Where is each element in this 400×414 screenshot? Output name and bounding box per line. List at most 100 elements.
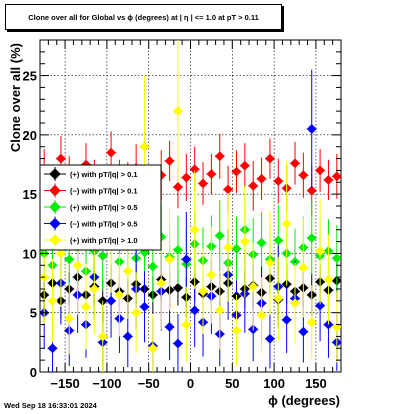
data-point <box>248 180 259 191</box>
data-point <box>315 165 326 176</box>
data-point <box>198 286 208 297</box>
y-tick-label: 20 <box>23 128 37 143</box>
x-tick-label: 100 <box>263 376 285 391</box>
x-tick-label: −150 <box>50 376 79 391</box>
data-point <box>239 160 250 171</box>
data-point <box>290 158 300 169</box>
data-point <box>306 233 317 243</box>
data-point <box>323 175 334 185</box>
data-point <box>173 338 183 349</box>
legend-label: (+) with pT/|q| > 1.0 <box>70 236 138 245</box>
data-point <box>223 242 234 253</box>
data-point <box>173 106 183 117</box>
data-point <box>106 147 116 158</box>
data-point <box>265 333 275 344</box>
data-point <box>265 258 275 268</box>
data-point <box>256 310 267 320</box>
data-point <box>214 151 225 162</box>
data-point <box>181 172 192 183</box>
data-point <box>89 284 100 294</box>
legend-label: (+) with pT/|q| > 0.1 <box>70 170 138 179</box>
data-point <box>72 260 83 271</box>
data-point <box>214 305 225 316</box>
data-point <box>181 254 192 265</box>
y-tick-label: 10 <box>23 246 37 261</box>
data-point <box>306 317 317 328</box>
data-point <box>97 250 108 261</box>
data-point <box>97 331 108 342</box>
data-point <box>298 326 309 337</box>
data-point <box>106 295 116 306</box>
data-point <box>239 236 250 247</box>
legend-marker <box>49 168 61 180</box>
x-axis-label: ϕ (degrees) <box>268 393 340 408</box>
data-point <box>55 153 66 164</box>
y-tick-label: 25 <box>23 69 37 84</box>
data-point <box>281 218 292 229</box>
data-point <box>164 322 175 332</box>
legend-label: (+) with pT/|q| > 0.5 <box>70 203 138 212</box>
data-point <box>122 331 133 342</box>
data-point <box>331 171 341 182</box>
date-stamp: Wed Sep 18 16:33:01 2024 <box>4 401 97 410</box>
y-tick-label: 15 <box>23 187 37 202</box>
data-point <box>64 254 75 265</box>
legend-marker <box>49 217 61 230</box>
data-point <box>164 254 175 265</box>
data-point <box>231 325 242 336</box>
data-point <box>256 237 267 248</box>
data-point <box>64 313 75 324</box>
data-point <box>47 295 58 306</box>
data-point <box>306 124 317 134</box>
data-point <box>198 178 208 189</box>
data-point <box>265 153 275 164</box>
data-point <box>189 305 200 316</box>
data-point <box>298 262 309 273</box>
data-point <box>114 290 125 300</box>
legend-label: (−) with pT/|q| > 0.1 <box>70 187 138 196</box>
data-point <box>173 182 183 192</box>
data-point <box>231 166 242 177</box>
chart-title-box: Clone over all for Global vs ϕ (degrees)… <box>5 4 282 30</box>
y-tick-label: 0 <box>30 365 37 380</box>
x-tick-label: −100 <box>92 376 121 391</box>
axes: −150 −100 −50 0 50 100 150 0 5 10 15 20 25 <box>23 40 342 391</box>
x-tick-label: 50 <box>225 376 239 391</box>
data-point <box>315 300 326 311</box>
data-point <box>181 319 192 330</box>
data-point <box>122 266 133 277</box>
legend: (+) with pT/|q| > 0.1 (−) with pT/|q| > 0… <box>39 164 162 251</box>
data-point <box>173 282 183 293</box>
data-point <box>156 278 167 288</box>
legend-marker <box>49 234 61 246</box>
y-tick-label: 5 <box>30 306 37 321</box>
x-tick-label: 150 <box>305 376 327 391</box>
data-point <box>290 298 300 309</box>
y-axis-label: Clone over all (%) <box>8 43 23 152</box>
x-tick-label: 0 <box>187 376 194 391</box>
data-point <box>147 261 158 272</box>
data-point <box>248 281 259 292</box>
data-point <box>281 314 292 325</box>
data-point <box>214 230 225 241</box>
data-point <box>306 185 317 196</box>
x-tick-label: −50 <box>138 376 160 391</box>
data-point <box>273 293 284 304</box>
legend-marker <box>49 184 61 197</box>
data-point <box>231 243 242 254</box>
data-point <box>55 248 66 259</box>
data-point <box>206 269 217 280</box>
data-point <box>206 169 217 179</box>
data-point <box>315 246 326 256</box>
data-point <box>189 224 200 235</box>
data-point <box>256 173 267 184</box>
data-point <box>139 301 150 312</box>
data-point <box>47 343 58 354</box>
data-point <box>139 141 150 152</box>
legend-label: (−) with pT/|q| > 0.5 <box>70 220 138 229</box>
legend-marker <box>49 201 61 213</box>
data-point <box>173 244 183 255</box>
data-point <box>298 170 309 181</box>
data-point <box>147 343 158 354</box>
